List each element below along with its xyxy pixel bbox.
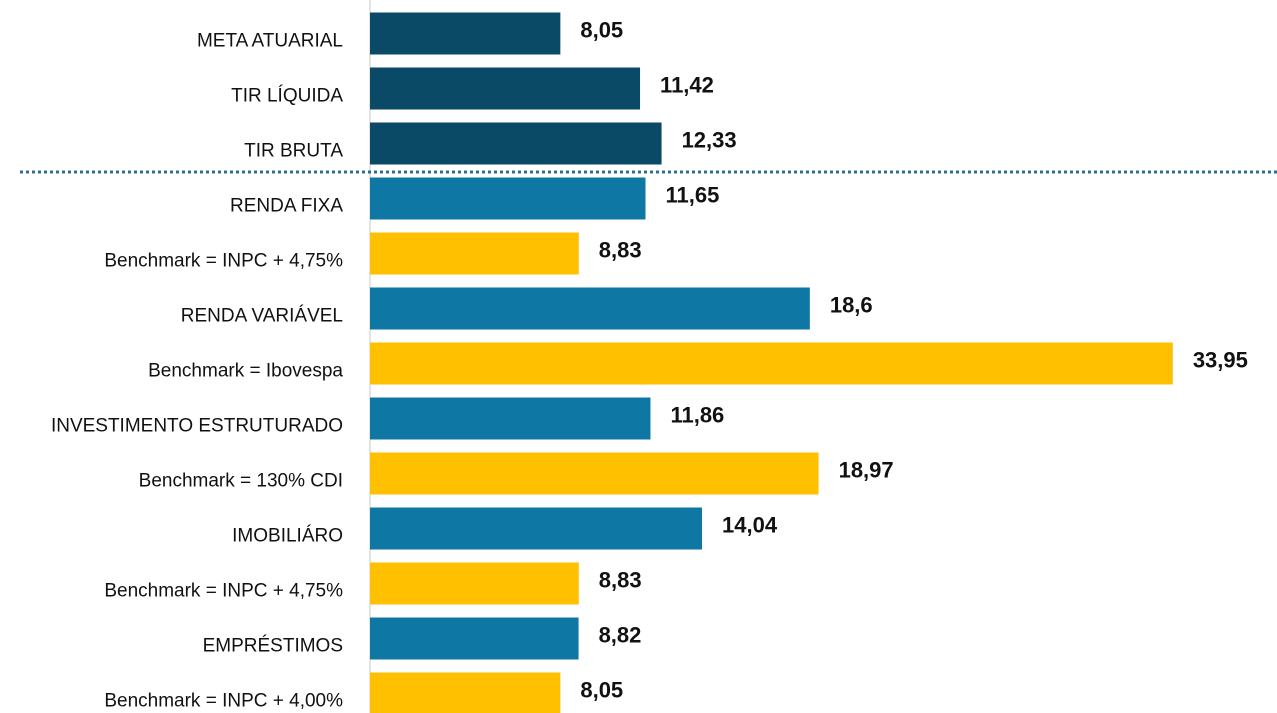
bar xyxy=(370,672,561,713)
category-label: Benchmark = INPC + 4,00% xyxy=(104,691,343,712)
bar xyxy=(370,397,651,440)
value-label: 11,42 xyxy=(660,72,714,97)
category-label: Benchmark = INPC + 4,75% xyxy=(104,581,343,602)
bar xyxy=(370,617,579,660)
value-label: 8,05 xyxy=(580,17,623,42)
value-label: 8,83 xyxy=(599,237,642,262)
category-label: Benchmark = Ibovespa xyxy=(148,361,343,382)
value-label: 33,95 xyxy=(1193,347,1248,372)
category-label: IMOBILIÁRO xyxy=(232,526,343,547)
category-label: RENDA FIXA xyxy=(230,196,343,217)
category-label: Benchmark = INPC + 4,75% xyxy=(104,251,343,272)
value-label: 14,04 xyxy=(722,512,778,537)
bar xyxy=(370,122,662,165)
bar xyxy=(370,67,641,110)
value-label: 8,05 xyxy=(580,677,623,702)
bar xyxy=(370,177,646,220)
category-label: RENDA VARIÁVEL xyxy=(181,306,343,327)
bar xyxy=(370,562,579,605)
category-label: Benchmark = 130% CDI xyxy=(139,471,343,492)
value-label: 11,86 xyxy=(670,402,724,427)
value-label: 8,82 xyxy=(599,622,642,647)
value-label: 8,83 xyxy=(599,567,642,592)
category-label: TIR BRUTA xyxy=(244,141,343,162)
value-label: 18,97 xyxy=(839,457,894,482)
value-label: 18,6 xyxy=(830,292,873,317)
category-label: TIR LÍQUIDA xyxy=(231,86,343,107)
category-label: INVESTIMENTO ESTRUTURADO xyxy=(51,416,343,437)
value-label: 11,65 xyxy=(665,182,719,207)
bar xyxy=(370,12,561,55)
value-label: 12,33 xyxy=(682,127,737,152)
category-label: EMPRÉSTIMOS xyxy=(203,636,343,657)
category-label: META ATUARIAL xyxy=(197,31,343,52)
bar xyxy=(370,507,703,550)
bar xyxy=(370,287,810,330)
bar xyxy=(370,232,579,275)
bar xyxy=(370,342,1173,385)
bar xyxy=(370,452,819,495)
